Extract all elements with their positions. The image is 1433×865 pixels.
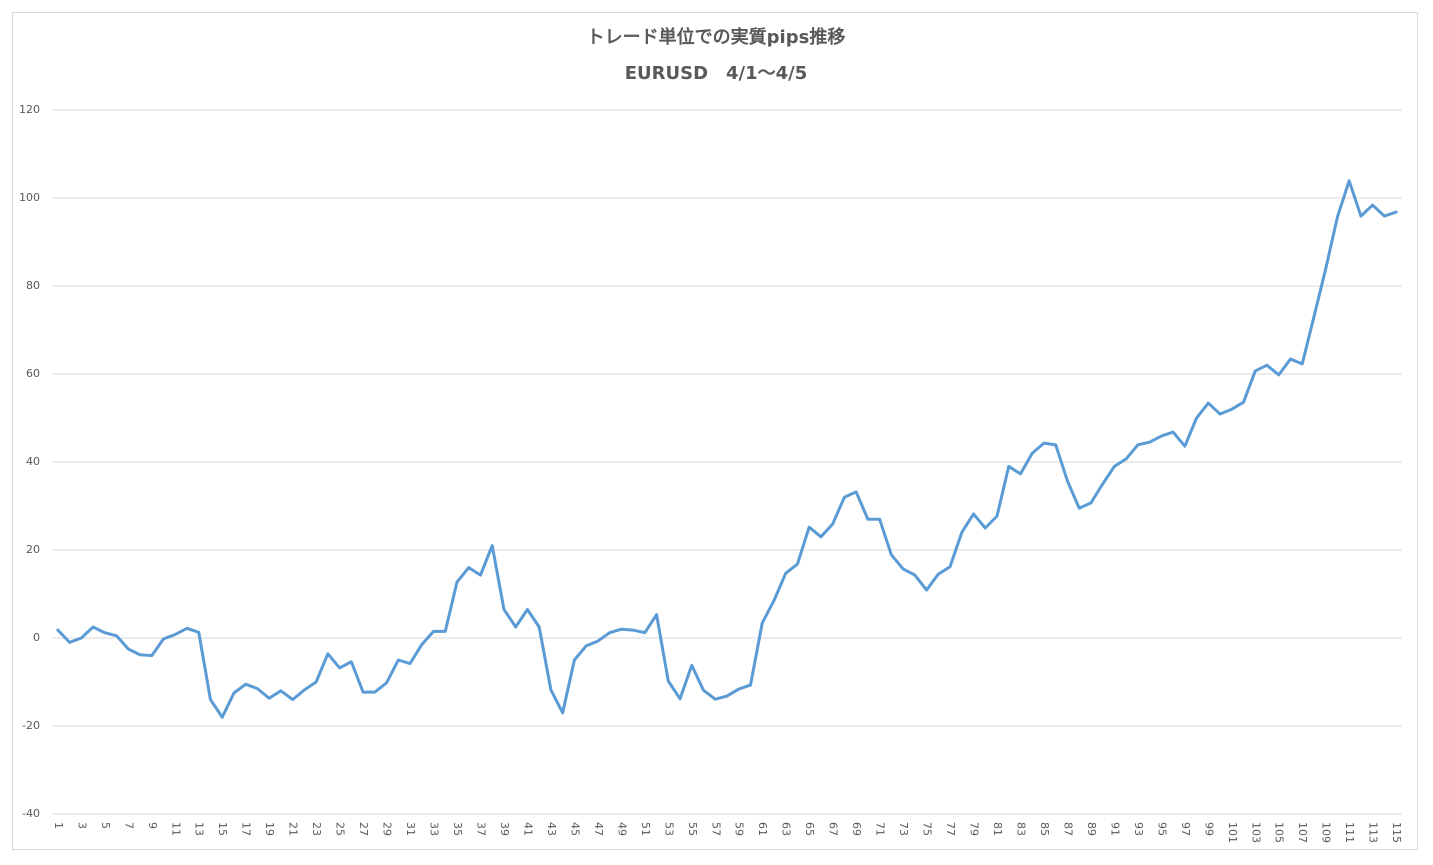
x-tick-label: 51 — [639, 822, 652, 836]
chart-subtitle: EURUSD 4/1～4/5 — [625, 63, 808, 84]
x-tick-label: 3 — [75, 822, 88, 829]
y-tick-label: 60 — [26, 367, 40, 380]
x-tick-label: 27 — [357, 822, 370, 836]
x-tick-label: 23 — [310, 822, 323, 836]
x-tick-label: 29 — [381, 822, 394, 836]
x-tick-label: 61 — [756, 822, 769, 836]
y-tick-label: 100 — [19, 191, 40, 204]
x-tick-label: 53 — [662, 822, 675, 836]
y-tick-label: 120 — [19, 103, 40, 116]
x-tick-label: 47 — [592, 822, 605, 836]
x-tick-label: 41 — [521, 822, 534, 836]
y-tick-label: 0 — [33, 631, 40, 644]
x-tick-label: 69 — [850, 822, 863, 836]
y-tick-label: -20 — [22, 719, 40, 732]
x-tick-label: 109 — [1320, 822, 1333, 843]
data-line — [56, 179, 1398, 719]
x-tick-label: 45 — [568, 822, 581, 836]
x-tick-label: 97 — [1179, 822, 1192, 836]
x-tick-label: 59 — [733, 822, 746, 836]
x-tick-label: 25 — [334, 822, 347, 836]
x-tick-label: 65 — [803, 822, 816, 836]
x-tick-label: 13 — [193, 822, 206, 836]
x-tick-label: 43 — [545, 822, 558, 836]
x-tick-label: 81 — [991, 822, 1004, 836]
x-tick-label: 21 — [287, 822, 300, 836]
x-tick-label: 39 — [498, 822, 511, 836]
x-tick-label: 9 — [146, 822, 159, 829]
x-tick-label: 67 — [827, 822, 840, 836]
x-tick-label: 63 — [780, 822, 793, 836]
x-tick-label: 55 — [686, 822, 699, 836]
x-tick-label: 17 — [240, 822, 253, 836]
x-tick-label: 35 — [451, 822, 464, 836]
x-tick-label: 83 — [1014, 822, 1027, 836]
x-tick-label: 49 — [615, 822, 628, 836]
x-tick-label: 73 — [897, 822, 910, 836]
chart-title: トレード単位での実質pips推移 — [587, 26, 846, 48]
x-tick-label: 91 — [1108, 822, 1121, 836]
x-tick-label: 19 — [263, 822, 276, 836]
x-tick-label: 85 — [1038, 822, 1051, 836]
x-tick-label: 99 — [1202, 822, 1215, 836]
x-tick-label: 7 — [122, 822, 135, 829]
x-tick-label: 31 — [404, 822, 417, 836]
x-tick-label: 11 — [169, 822, 182, 836]
x-tick-label: 15 — [216, 822, 229, 836]
x-tick-label: 37 — [474, 822, 487, 836]
x-tick-label: 87 — [1061, 822, 1074, 836]
y-tick-label: 40 — [26, 455, 40, 468]
x-tick-label: 75 — [921, 822, 934, 836]
x-tick-label: 111 — [1343, 822, 1356, 843]
x-tick-label: 57 — [709, 822, 722, 836]
y-tick-label: -40 — [22, 807, 40, 820]
x-tick-label: 103 — [1249, 822, 1262, 843]
x-tick-label: 33 — [428, 822, 441, 836]
x-tick-label: 93 — [1132, 822, 1145, 836]
x-tick-label: 1 — [52, 822, 65, 829]
x-tick-label: 113 — [1367, 822, 1380, 843]
x-tick-label: 79 — [968, 822, 981, 836]
x-tick-label: 95 — [1155, 822, 1168, 836]
x-tick-label: 105 — [1273, 822, 1286, 843]
x-tick-label: 71 — [874, 822, 887, 836]
y-tick-label: 80 — [26, 279, 40, 292]
x-tick-label: 115 — [1390, 822, 1403, 843]
x-tick-label: 77 — [944, 822, 957, 836]
x-tick-label: 101 — [1226, 822, 1239, 843]
x-tick-label: 107 — [1296, 822, 1309, 843]
chart-border — [12, 12, 1418, 850]
x-tick-label: 89 — [1085, 822, 1098, 836]
x-tick-label: 5 — [99, 822, 112, 829]
y-tick-label: 20 — [26, 543, 40, 556]
